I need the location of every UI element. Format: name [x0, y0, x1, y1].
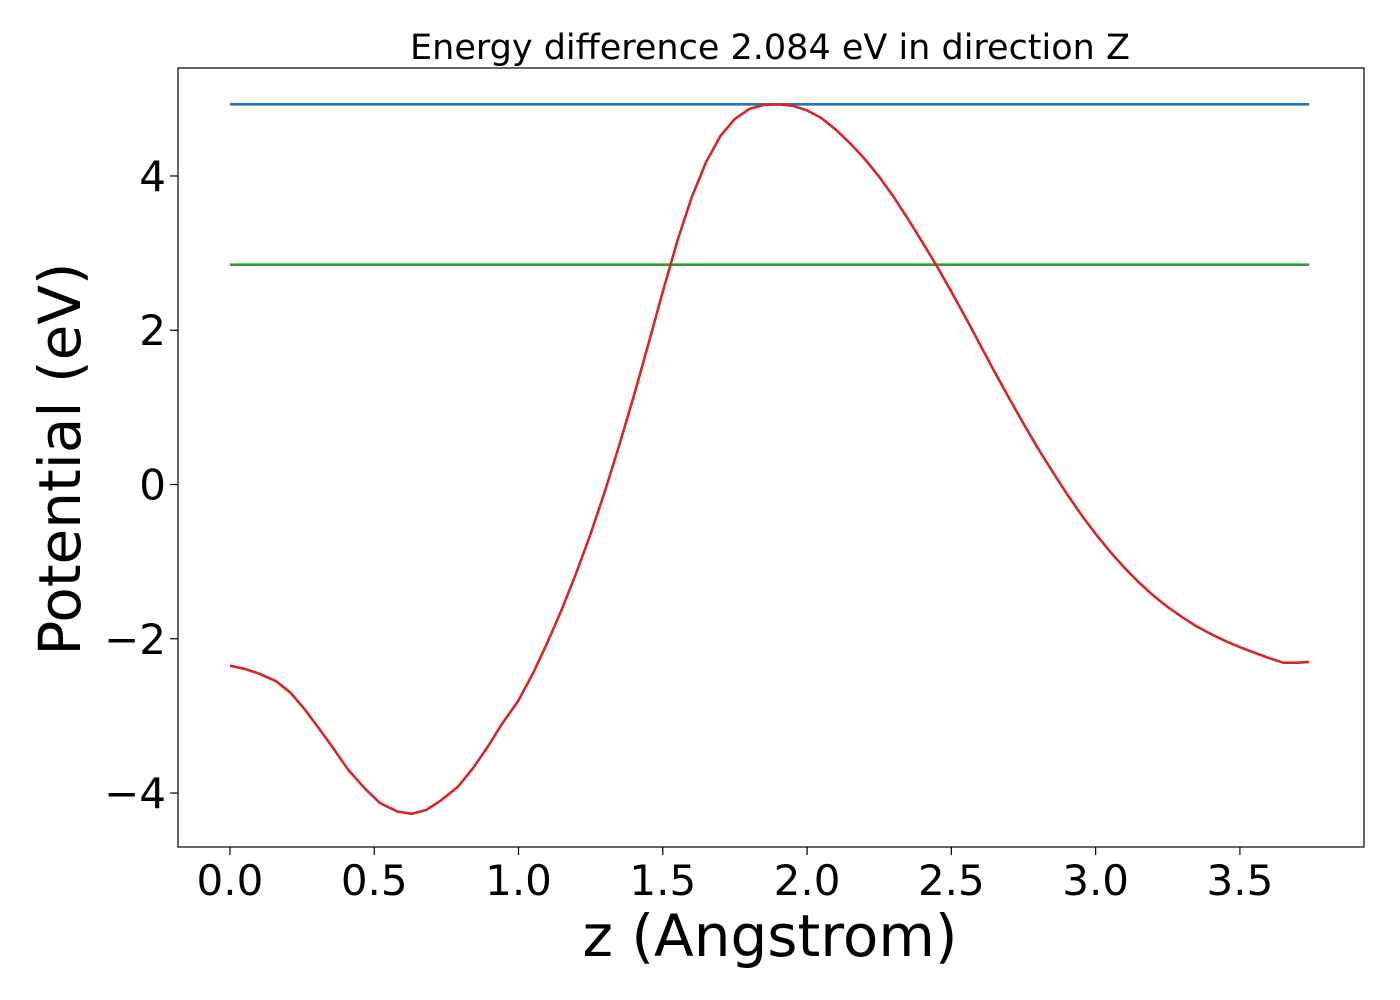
- x-tick-label: 1.5: [629, 856, 696, 905]
- y-tick-label: −4: [104, 769, 166, 818]
- x-axis-ticks: 0.0 0.5 1.0 1.5 2.0 2.5 3.0 3.5: [197, 847, 1274, 905]
- x-axis-label: z (Angstrom): [583, 902, 958, 970]
- series-layer: [229, 103, 1310, 816]
- x-tick-label: 2.5: [918, 856, 985, 905]
- y-tick-label: 2: [139, 306, 166, 355]
- x-tick-label: 2.0: [774, 856, 841, 905]
- chart-title: Energy difference 2.084 eV in direction …: [410, 28, 1130, 68]
- plot-frame: [177, 67, 1365, 848]
- x-tick-label: 3.5: [1207, 856, 1274, 905]
- y-tick-label: −2: [104, 615, 166, 664]
- x-tick-label: 1.0: [485, 856, 552, 905]
- x-tick-label: 0.0: [197, 856, 264, 905]
- x-tick-label: 0.5: [341, 856, 408, 905]
- y-tick-label: 4: [139, 152, 166, 201]
- y-axis-label: Potential (eV): [26, 262, 94, 655]
- x-tick-label: 3.0: [1062, 856, 1129, 905]
- y-axis-ticks: −4 −2 0 2 4: [104, 152, 178, 818]
- y-tick-label: 0: [139, 460, 166, 509]
- series-line-3: [229, 103, 1310, 816]
